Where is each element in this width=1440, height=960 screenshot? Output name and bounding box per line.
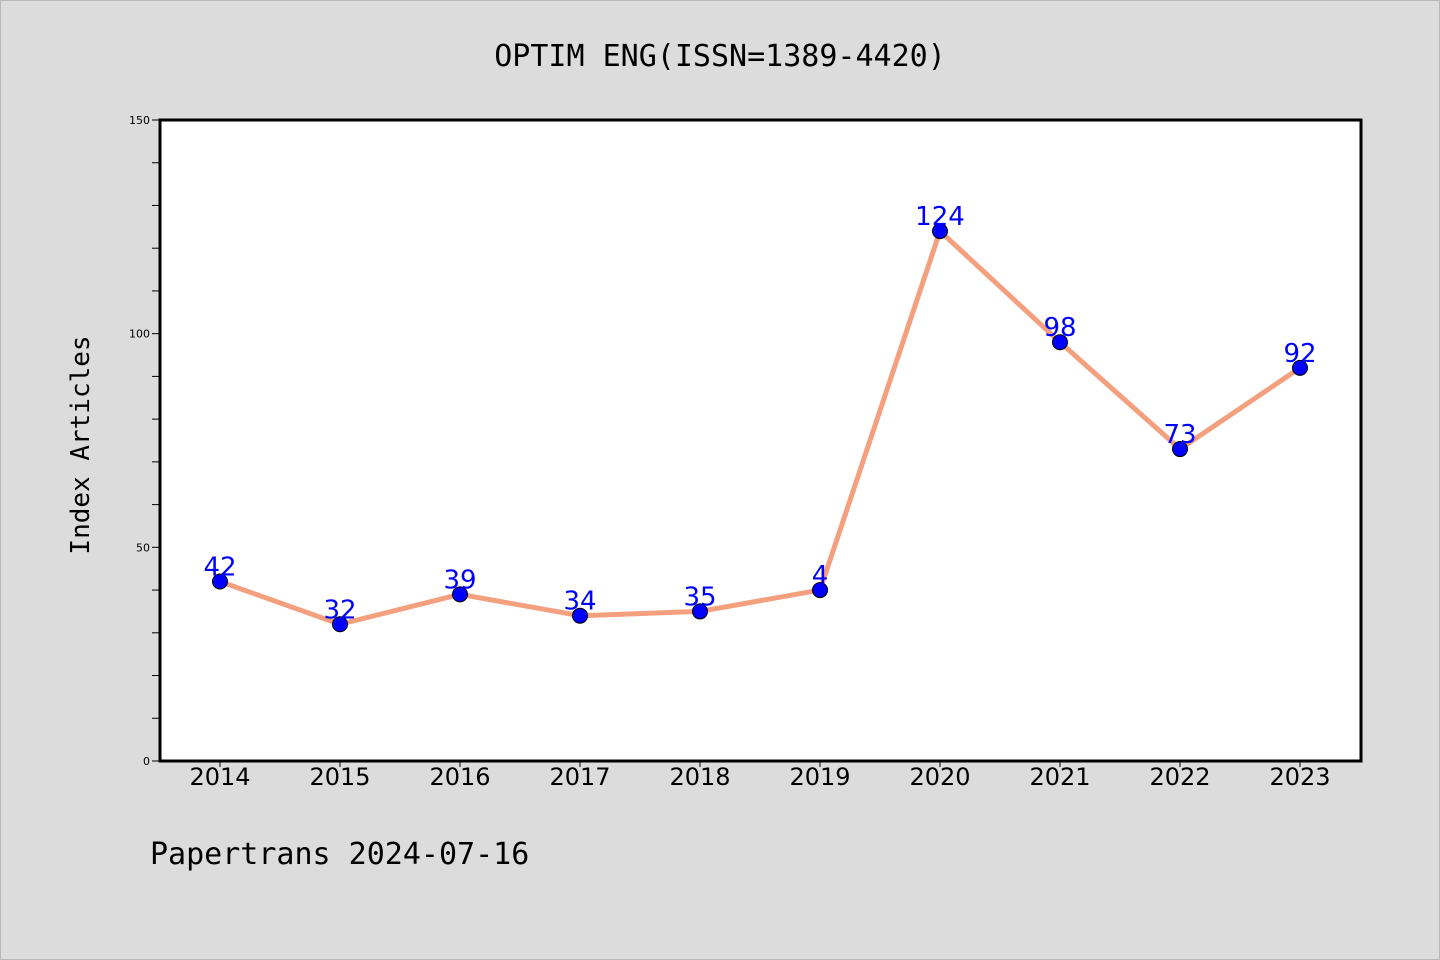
series-line [217,228,1303,627]
data-point [692,603,708,620]
data-label: 35 [683,582,716,612]
data-label: 98 [1043,313,1076,343]
plot-area [160,120,1361,761]
data-point [212,573,228,590]
y-tick-label: 0 [143,755,150,768]
x-tick-label: 2020 [909,763,970,791]
footer-source-date: Papertrans 2024-07-16 [150,837,529,872]
data-label: 34 [563,587,596,617]
y-tick-label: 50 [136,541,150,554]
x-tick-label: 2021 [1029,763,1090,791]
y-tick-label: 150 [129,114,150,127]
data-point [1172,441,1188,458]
x-tick-label: 2019 [789,763,850,791]
data-label: 4 [812,561,829,591]
data-point [332,616,348,633]
x-tick-label: 2018 [669,763,730,791]
data-label: 92 [1283,339,1316,369]
x-tick-label: 2016 [429,763,490,791]
y-tick-label: 100 [129,328,150,341]
data-point [932,223,948,240]
x-tick-label: 2017 [549,763,610,791]
plot-frame [158,118,1363,763]
x-tick-label: 2014 [189,763,250,791]
x-tick-label: 2022 [1149,763,1210,791]
y-axis-label: Index Articles [66,335,96,554]
data-label: 124 [915,202,965,232]
data-point [1292,359,1308,376]
x-tick-label: 2015 [309,763,370,791]
data-label: 32 [323,595,356,625]
data-label: 39 [443,565,476,595]
data-label: 73 [1163,420,1196,450]
x-tick-label: 2023 [1269,763,1330,791]
chart-title: OPTIM ENG(ISSN=1389-4420) [494,39,946,74]
data-point [452,586,468,603]
data-label: 42 [203,553,236,583]
data-point [1052,334,1068,351]
data-point [812,582,828,599]
data-point [572,607,588,624]
